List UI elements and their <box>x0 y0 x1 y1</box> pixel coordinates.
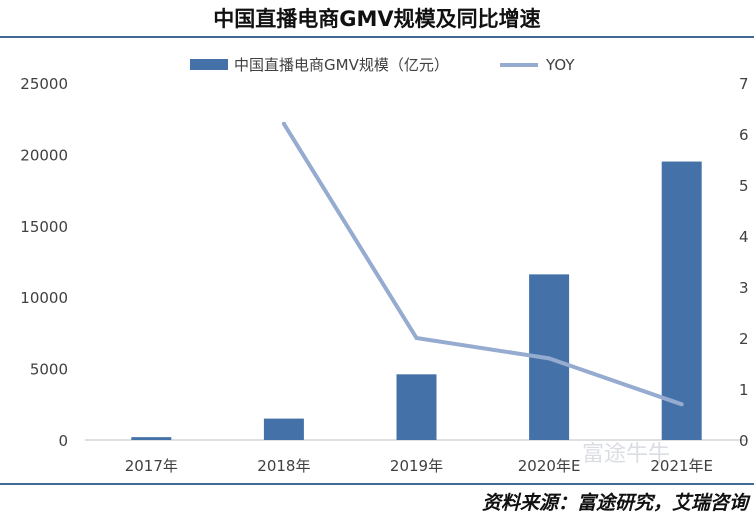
y2-tick-label: 1 <box>739 381 749 399</box>
y2-tick-label: 7 <box>739 75 749 93</box>
y2-tick-label: 3 <box>739 279 749 297</box>
y2-tick-label: 4 <box>739 228 749 246</box>
y-tick-label: 20000 <box>20 146 68 164</box>
yoy-point <box>414 336 419 340</box>
yoy-point <box>679 402 684 407</box>
yoy-line <box>282 122 683 407</box>
y2-tick-label: 6 <box>739 126 749 144</box>
legend-bar-swatch <box>190 59 228 70</box>
legend-bar-label: 中国直播电商GMV规模（亿元） <box>234 56 449 74</box>
x-tick-label: 2020年E <box>518 457 581 475</box>
y-tick-label: 25000 <box>20 75 68 93</box>
x-tick-label: 2017年 <box>125 457 178 475</box>
x-tick-label: 2018年 <box>257 457 310 475</box>
bar-2018年 <box>263 418 304 440</box>
y2-tick-label: 2 <box>739 330 749 348</box>
y-tick-label: 15000 <box>20 218 68 236</box>
footer-rule <box>0 483 754 485</box>
x-tick-label: 2021年E <box>650 457 713 475</box>
x-tick-label: 2019年 <box>390 457 443 475</box>
chart-title: 中国直播电商GMV规模及同比增速 <box>213 7 541 31</box>
y-tick-label: 0 <box>58 432 68 450</box>
legend-line-label: YOY <box>545 56 575 74</box>
y2-tick-label: 0 <box>739 432 749 450</box>
yoy-point <box>281 121 286 126</box>
bar-2017年 <box>131 437 172 440</box>
bar-2021年E <box>661 161 702 441</box>
yoy-point <box>547 356 552 361</box>
y2-tick-label: 5 <box>739 177 749 195</box>
y-tick-label: 10000 <box>20 289 68 307</box>
title-underline <box>0 36 754 38</box>
source-note: 资料来源：富途研究，艾瑞咨询 <box>481 492 748 514</box>
bar-2019年 <box>396 374 437 440</box>
y-tick-label: 5000 <box>30 361 68 379</box>
